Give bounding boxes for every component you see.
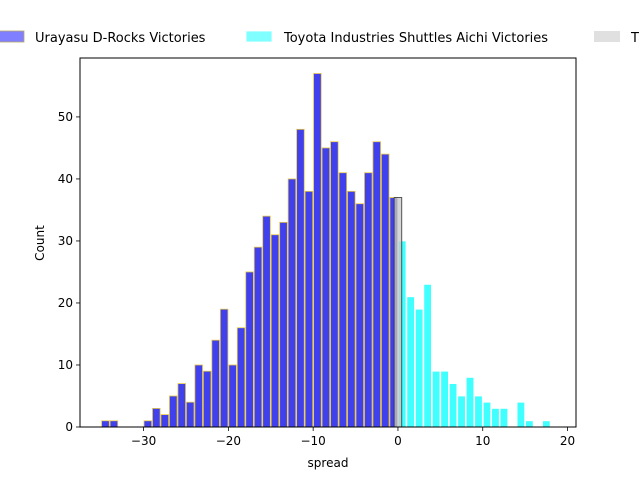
x-axis-label: spread bbox=[308, 456, 349, 470]
bar-series0-29 bbox=[347, 190, 356, 428]
bar-series1-17 bbox=[542, 420, 551, 428]
bar-series0-10 bbox=[186, 401, 195, 428]
bar-series0-22 bbox=[287, 178, 297, 428]
y-axis: 0 10 20 30 40 50 bbox=[58, 110, 80, 434]
bar-series1-8 bbox=[465, 376, 475, 428]
bar-series1-1 bbox=[406, 296, 415, 428]
bar-series0-21 bbox=[279, 221, 288, 428]
bar-series1-9 bbox=[474, 395, 483, 428]
bar-series0-27 bbox=[330, 141, 339, 428]
bar-series0-12 bbox=[202, 370, 212, 428]
bar-series1-10 bbox=[482, 401, 492, 428]
bar-series0-16 bbox=[236, 327, 246, 428]
bar-series0-30 bbox=[355, 203, 365, 428]
bar-series0-7 bbox=[160, 414, 170, 428]
bar-series0-17 bbox=[245, 271, 254, 428]
bar-series1-2 bbox=[414, 308, 424, 428]
y-tick-label: 40 bbox=[58, 172, 73, 186]
bar-series0-11 bbox=[194, 364, 203, 428]
bar-series1-14 bbox=[516, 401, 526, 428]
y-tick-label: 10 bbox=[58, 358, 73, 372]
bar-series0-15 bbox=[228, 364, 237, 428]
bar-series0-13 bbox=[211, 339, 220, 428]
bar-series1-5 bbox=[440, 370, 449, 428]
bar-series1-12 bbox=[499, 407, 509, 428]
bar-series0-32 bbox=[372, 141, 381, 428]
legend-swatch-urayasu bbox=[0, 30, 25, 43]
plot-area-frame bbox=[79, 57, 577, 428]
bar-series0-28 bbox=[338, 172, 348, 428]
bar-series0-9 bbox=[177, 383, 186, 428]
legend-swatch-tie bbox=[594, 31, 620, 42]
y-tick-label: 0 bbox=[65, 420, 73, 434]
bar-series0-14 bbox=[219, 308, 229, 428]
bar-series1-15 bbox=[525, 420, 534, 428]
bar-series0-1 bbox=[109, 420, 119, 428]
bar-series0-26 bbox=[321, 147, 331, 428]
bar-series1-4 bbox=[431, 370, 441, 428]
legend-label-toyota: Toyota Industries Shuttles Aichi Victori… bbox=[283, 31, 548, 46]
bar-series0-33 bbox=[381, 153, 390, 428]
legend-swatch-toyota bbox=[245, 30, 273, 43]
y-tick-label: 30 bbox=[58, 234, 73, 248]
y-tick-label: 20 bbox=[58, 296, 73, 310]
x-tick-label: 0 bbox=[394, 434, 402, 448]
bar-series0-6 bbox=[152, 407, 161, 428]
bar-series0-24 bbox=[304, 190, 314, 428]
x-axis: −30 −20 −10 0 10 20 bbox=[131, 427, 575, 448]
bar-series0-20 bbox=[270, 234, 280, 428]
bar-series1-6 bbox=[448, 383, 458, 428]
bar-series0-31 bbox=[364, 172, 373, 428]
x-tick-label: −20 bbox=[216, 434, 241, 448]
legend: Urayasu D-Rocks Victories Toyota Industr… bbox=[0, 30, 639, 46]
bar-series0-23 bbox=[296, 128, 305, 428]
y-axis-label: Count bbox=[33, 225, 47, 261]
x-tick-label: 10 bbox=[475, 434, 490, 448]
bar-series2-0 bbox=[393, 197, 403, 428]
bar-series1-11 bbox=[491, 407, 500, 428]
bar-series0-0 bbox=[101, 420, 110, 428]
bar-series0-5 bbox=[143, 420, 153, 428]
legend-label-tie: T bbox=[630, 31, 639, 46]
y-tick-label: 50 bbox=[58, 110, 73, 124]
x-tick-label: −10 bbox=[300, 434, 325, 448]
x-tick-label: −30 bbox=[131, 434, 156, 448]
bar-series0-25 bbox=[313, 73, 322, 428]
x-tick-label: 20 bbox=[560, 434, 575, 448]
bars-group bbox=[101, 73, 551, 428]
bar-series0-18 bbox=[253, 246, 263, 428]
bar-series1-3 bbox=[423, 283, 432, 428]
bar-series0-8 bbox=[169, 395, 178, 428]
legend-label-urayasu: Urayasu D-Rocks Victories bbox=[35, 31, 206, 46]
bar-series1-7 bbox=[457, 395, 466, 428]
bar-series0-19 bbox=[262, 215, 271, 428]
